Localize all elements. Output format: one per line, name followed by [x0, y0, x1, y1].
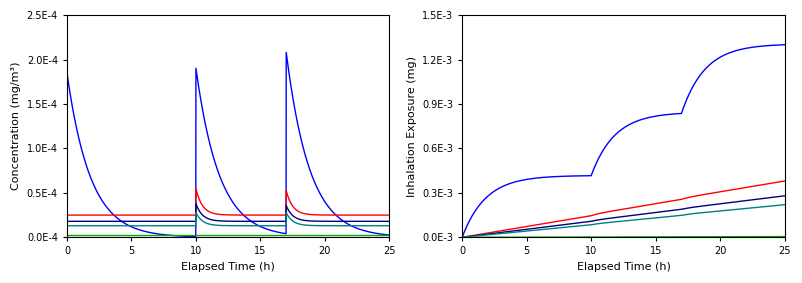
X-axis label: Elapsed Time (h): Elapsed Time (h): [577, 262, 670, 272]
X-axis label: Elapsed Time (h): Elapsed Time (h): [181, 262, 275, 272]
Y-axis label: Inhalation Exposure (mg): Inhalation Exposure (mg): [407, 56, 416, 197]
Y-axis label: Concentration (mg/m³): Concentration (mg/m³): [11, 62, 21, 190]
